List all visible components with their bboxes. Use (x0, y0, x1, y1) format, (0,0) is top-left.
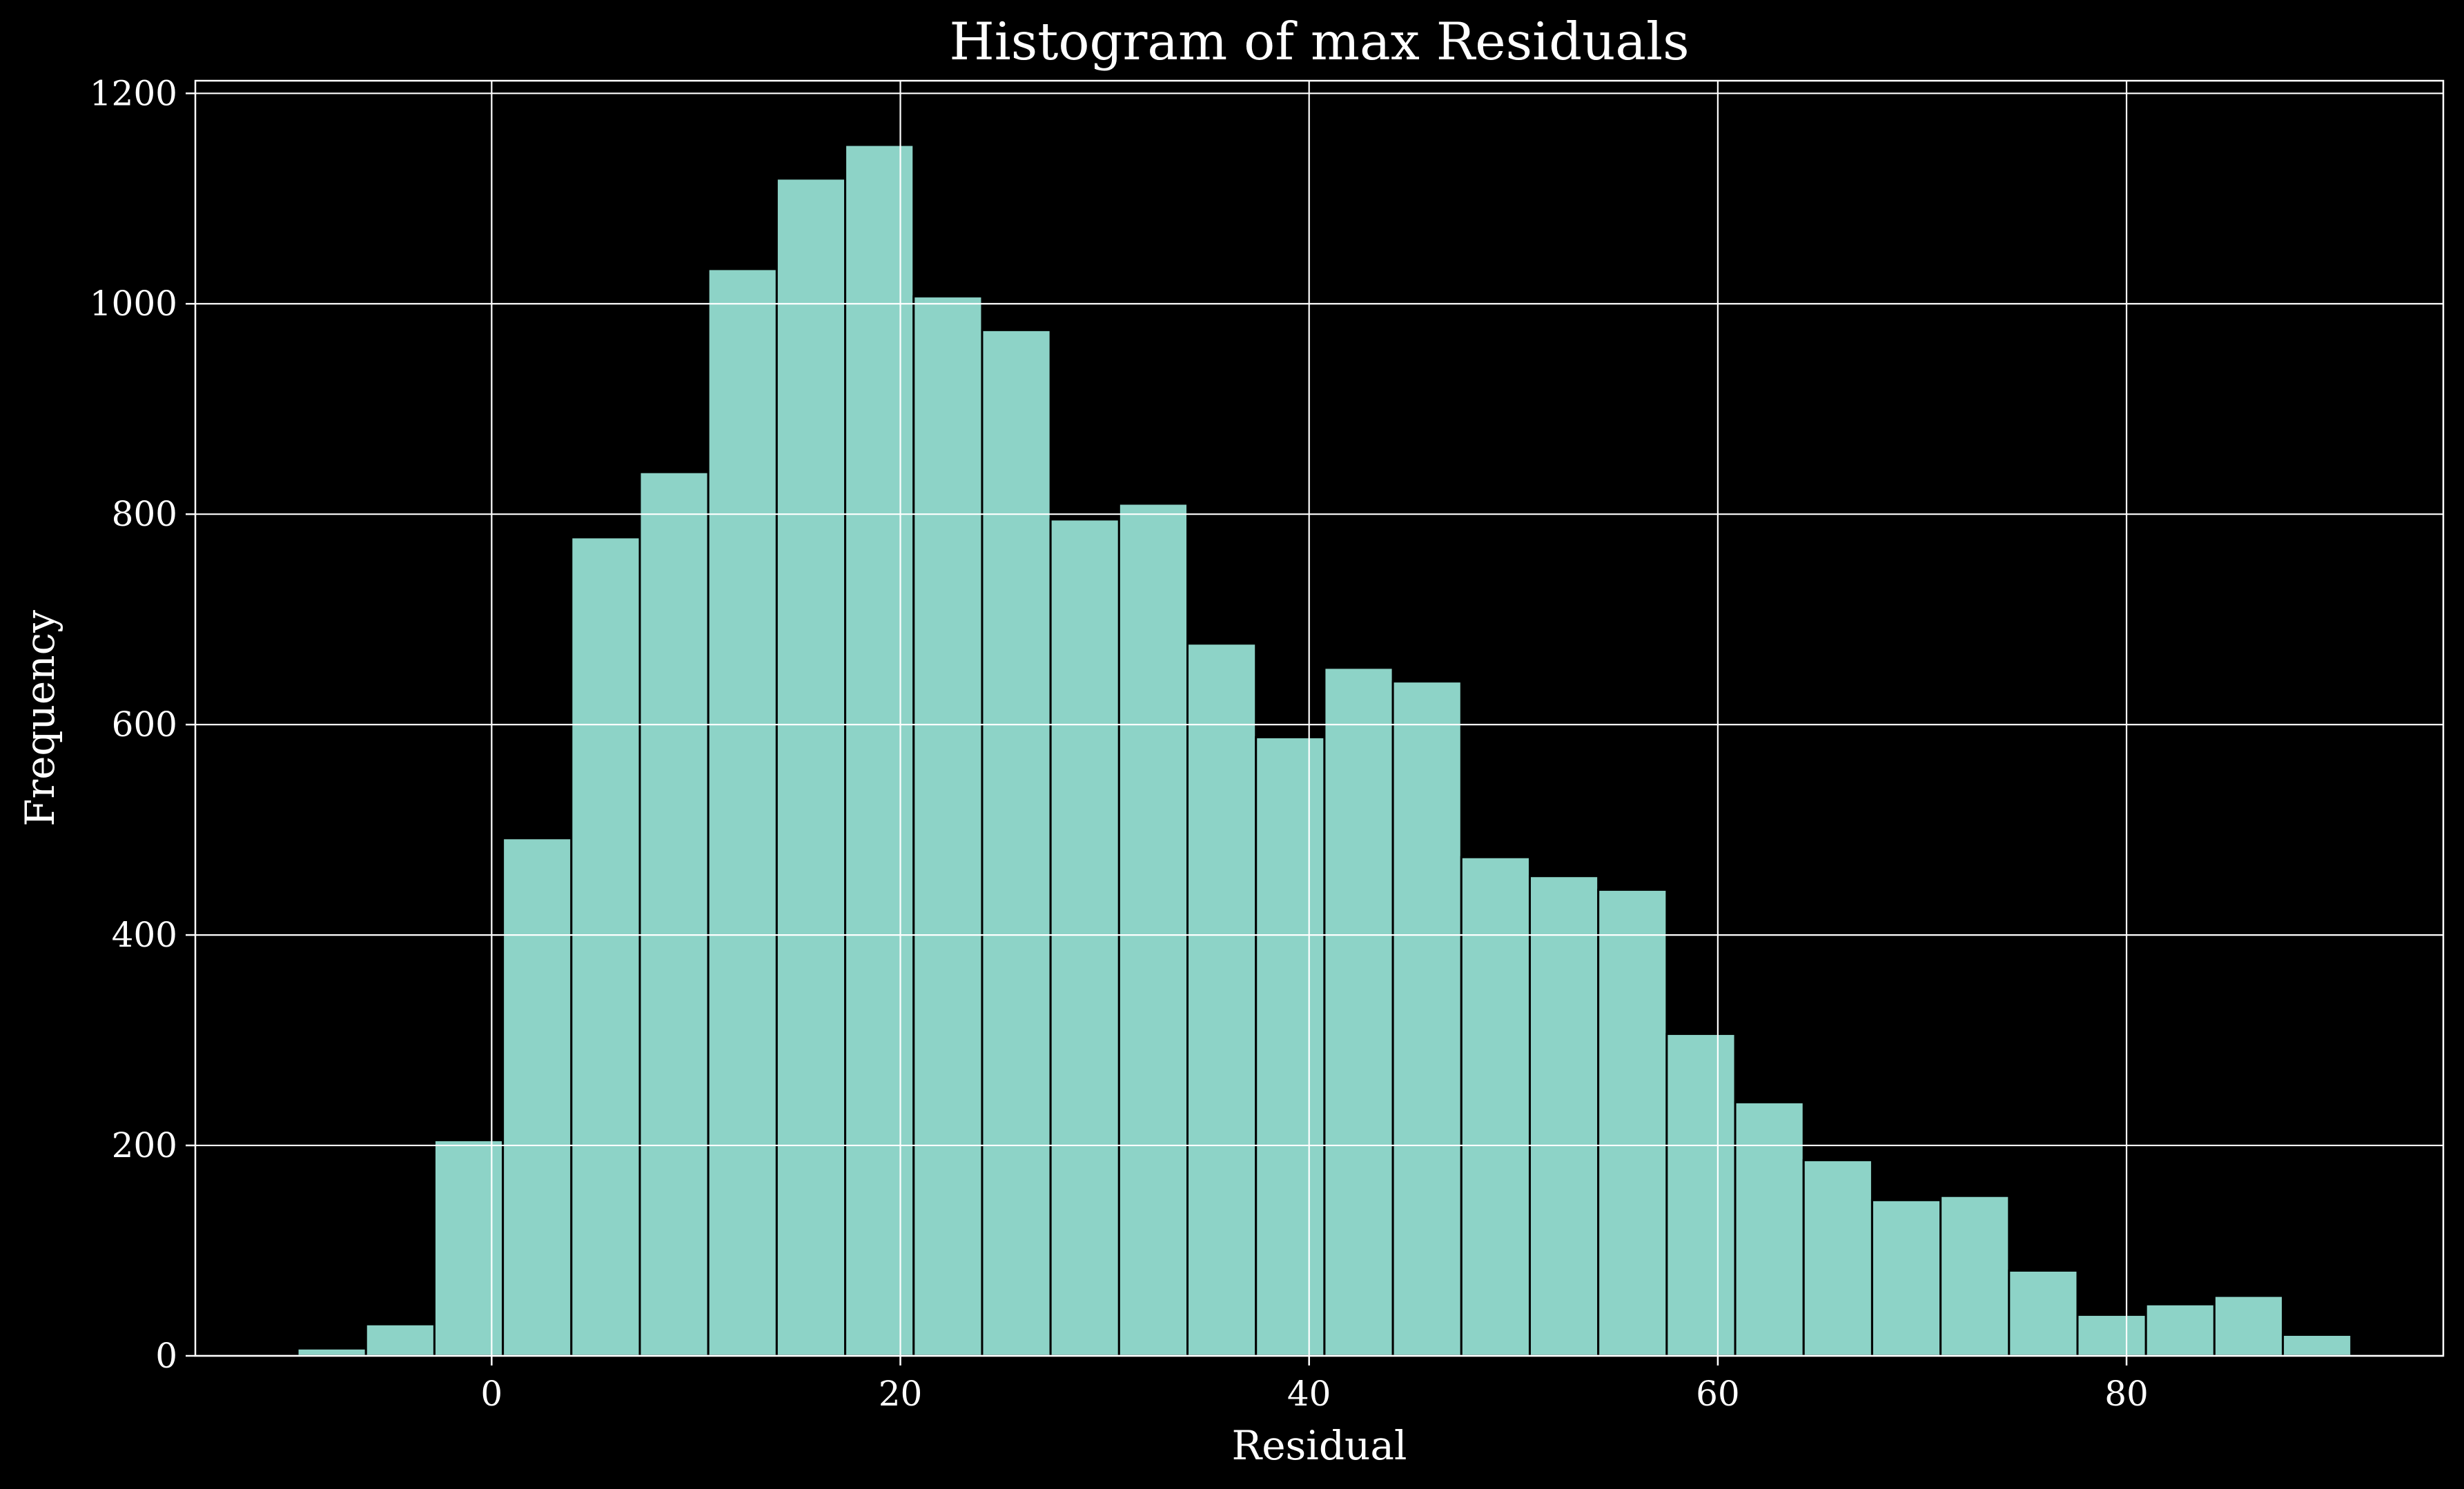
histogram-bar (1734, 1101, 1805, 1357)
histogram-bar (2282, 1334, 2353, 1357)
x-tick-label: 20 (879, 1374, 923, 1414)
y-tick-label: 1200 (90, 73, 177, 113)
y-tick-label: 800 (112, 494, 177, 534)
histogram-bar (364, 1323, 436, 1357)
histogram-bar (433, 1138, 505, 1357)
histogram-bar (775, 177, 847, 1357)
histogram-bar (502, 837, 573, 1357)
histogram-bar (1117, 502, 1189, 1357)
y-axis-label: Frequency (17, 610, 63, 827)
histogram-bar (1939, 1194, 2011, 1357)
histogram-bar (1870, 1199, 1942, 1357)
histogram-bar (1528, 875, 1600, 1357)
histogram-bar (1391, 680, 1463, 1357)
histogram-bar (1802, 1158, 1873, 1357)
histogram-bar (638, 471, 710, 1357)
y-tick-label: 1000 (90, 284, 177, 324)
histogram-bar (296, 1347, 367, 1357)
chart-title: Histogram of max Residuals (949, 11, 1689, 72)
histogram-bar (707, 268, 778, 1357)
histogram-bar (981, 328, 1052, 1357)
histogram-bar (912, 295, 984, 1357)
y-tick-label: 200 (112, 1125, 177, 1165)
histogram-bar (1460, 856, 1531, 1357)
x-tick-label: 60 (1696, 1374, 1740, 1414)
histogram-bar (1049, 518, 1120, 1357)
x-axis-label: Residual (1232, 1422, 1407, 1469)
histogram-bar (2213, 1294, 2285, 1357)
histogram-bars (296, 144, 2353, 1357)
y-tick-label: 0 (155, 1336, 177, 1376)
axes-frame (194, 79, 2445, 1357)
histogram-bar (2008, 1269, 2079, 1357)
histogram-bar (1186, 642, 1258, 1357)
y-tick-label: 600 (112, 704, 177, 744)
histogram-bar (1323, 667, 1394, 1357)
x-tick-label: 80 (2104, 1374, 2149, 1414)
histogram-bar (844, 144, 915, 1357)
histogram-bar (2144, 1303, 2216, 1357)
histogram-bar (2076, 1314, 2147, 1357)
histogram-bar (1665, 1032, 1737, 1357)
grid-lines (195, 81, 2443, 1357)
histogram-bar (570, 536, 641, 1357)
x-tick-label: 40 (1287, 1374, 1331, 1414)
y-tick-label: 400 (112, 915, 177, 955)
x-tick-label: 0 (480, 1374, 502, 1414)
histogram-bar (1255, 736, 1326, 1357)
histogram-bar (1597, 889, 1668, 1357)
